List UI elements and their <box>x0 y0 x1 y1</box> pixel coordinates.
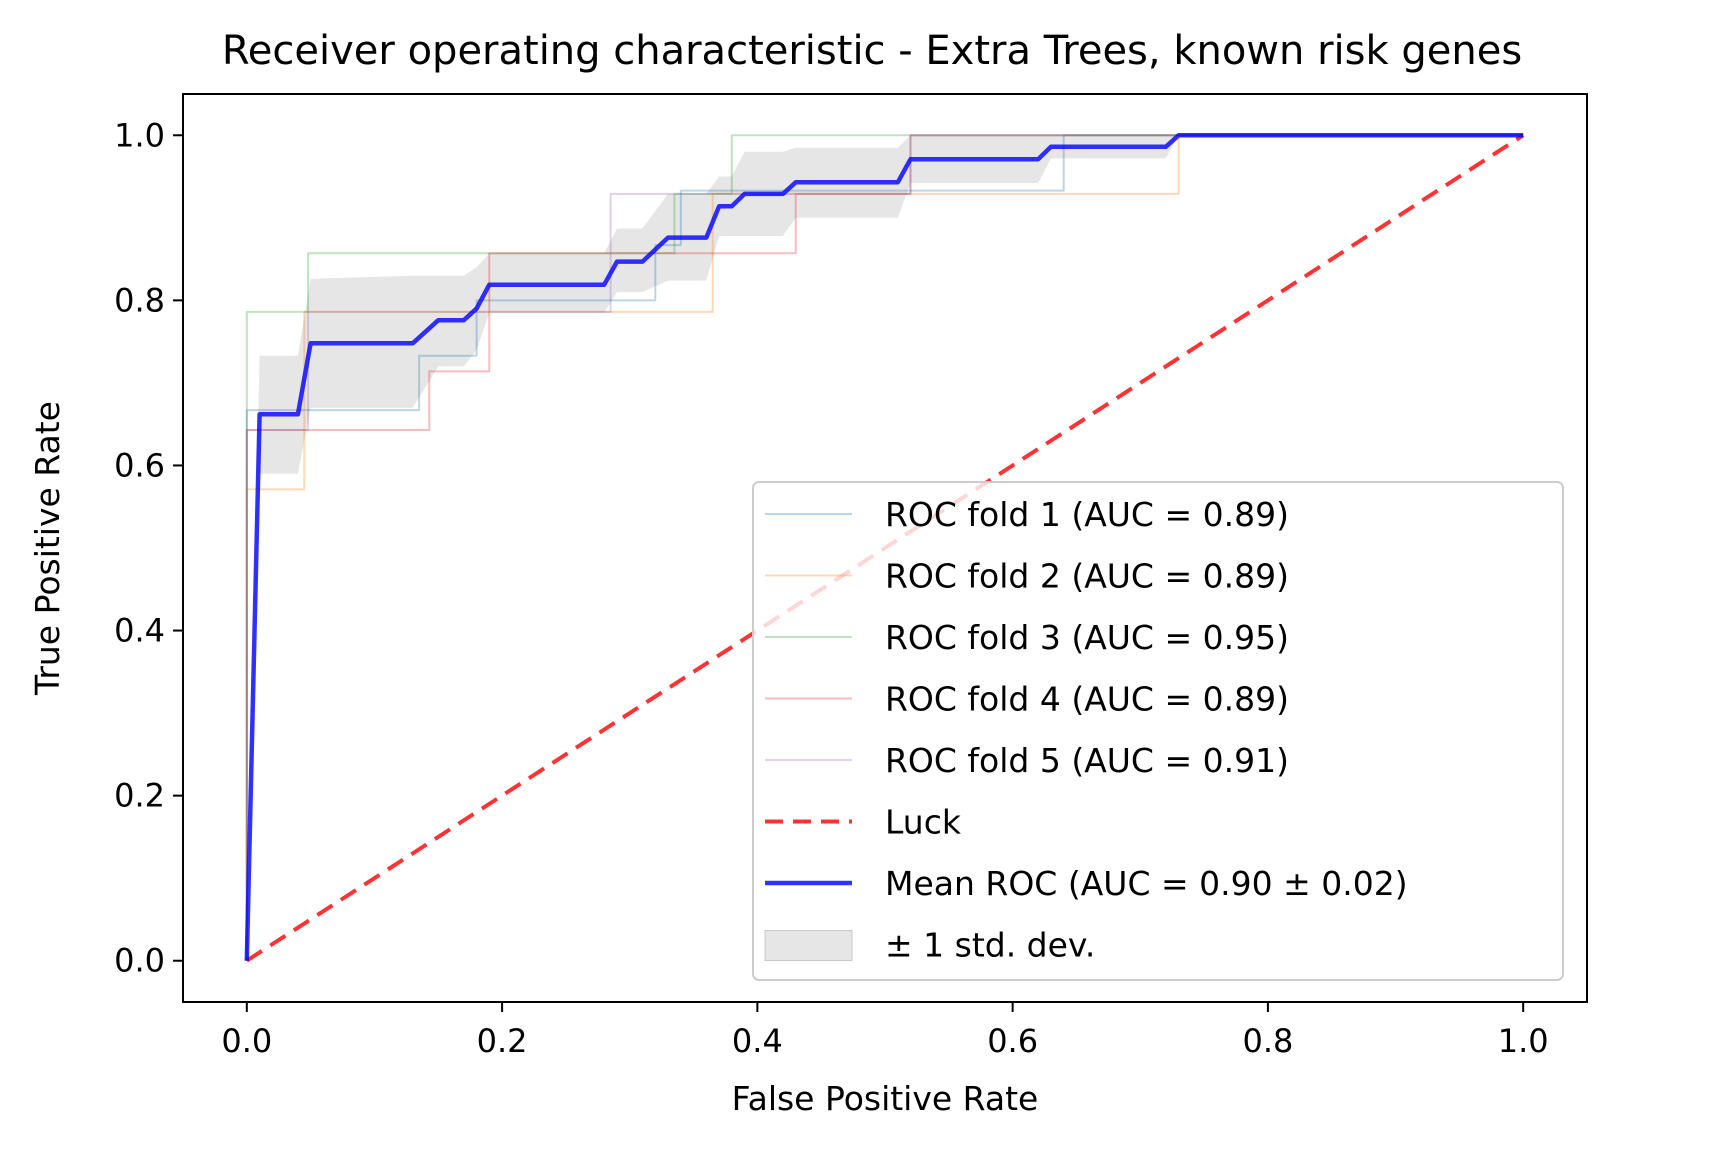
legend-label: ± 1 std. dev. <box>885 926 1095 965</box>
legend-label: ROC fold 1 (AUC = 0.89) <box>885 495 1289 534</box>
x-tick-label: 1.0 <box>1498 1022 1549 1060</box>
legend-label: ROC fold 2 (AUC = 0.89) <box>885 557 1289 596</box>
legend-label: Luck <box>885 803 962 842</box>
y-axis-label: True Positive Rate <box>28 401 67 696</box>
y-axis-ticks: 0.0 0.2 0.4 0.6 0.8 1.0 <box>114 116 183 980</box>
chart-title: Receiver operating characteristic - Extr… <box>222 28 1522 74</box>
mean-roc-line <box>244 133 1524 961</box>
y-tick-label: 0.8 <box>114 281 165 319</box>
x-axis-ticks: 0.0 0.2 0.4 0.6 0.8 1.0 <box>221 1002 1549 1060</box>
y-tick-label: 0.2 <box>114 777 165 815</box>
legend-label: ROC fold 3 (AUC = 0.95) <box>885 618 1289 657</box>
y-tick-label: 0.6 <box>114 446 165 484</box>
x-tick-label: 0.0 <box>221 1022 272 1060</box>
roc-fold-3-line <box>245 134 1524 961</box>
plot-frame <box>182 93 1588 1003</box>
roc-fold-2-line <box>245 134 1524 961</box>
x-tick-label: 0.4 <box>732 1022 783 1060</box>
x-tick-label: 0.6 <box>987 1022 1038 1060</box>
y-tick-label: 0.0 <box>114 942 165 980</box>
legend-label: ROC fold 5 (AUC = 0.91) <box>885 741 1289 780</box>
legend-box <box>752 481 1564 981</box>
x-axis-label: False Positive Rate <box>732 1079 1039 1118</box>
roc-fold-4-line <box>245 134 1524 961</box>
legend: ROC fold 1 (AUC = 0.89) ROC fold 2 (AUC =… <box>752 481 1564 981</box>
x-tick-label: 0.8 <box>1242 1022 1293 1060</box>
legend-label: Mean ROC (AUC = 0.90 ± 0.02) <box>885 864 1408 903</box>
roc-fold-5-line <box>245 134 1524 961</box>
legend-swatch-band <box>764 930 853 961</box>
legend-label: ROC fold 4 (AUC = 0.89) <box>885 680 1289 719</box>
x-tick-label: 0.2 <box>477 1022 528 1060</box>
roc-fold-1-line <box>245 134 1524 961</box>
y-tick-label: 0.4 <box>114 612 165 650</box>
y-tick-label: 1.0 <box>114 116 165 154</box>
